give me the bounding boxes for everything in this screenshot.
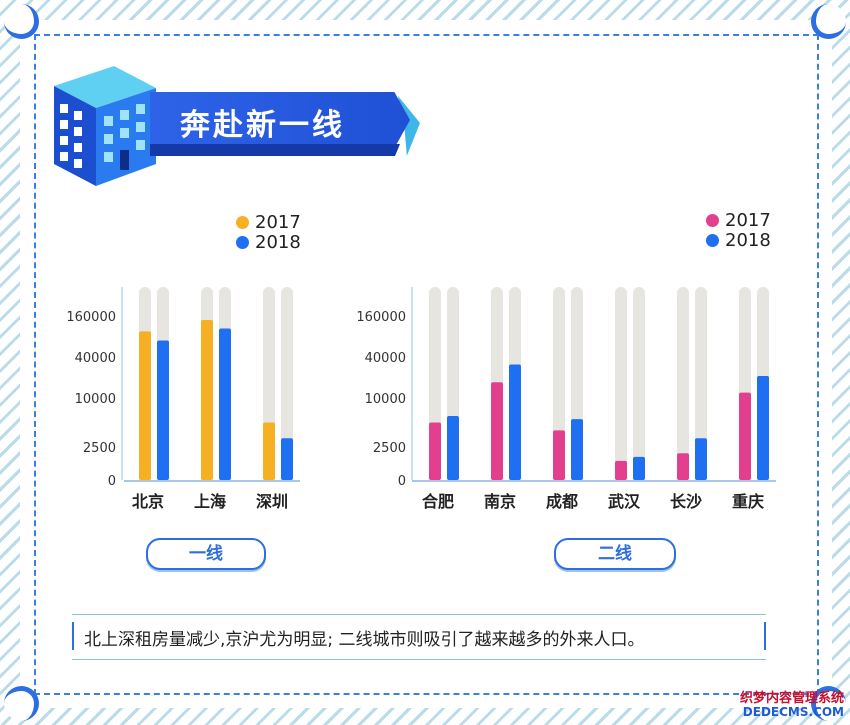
- bar-2018: [509, 364, 521, 480]
- x-category-label: 南京: [484, 492, 516, 511]
- x-category-label: 深圳: [256, 492, 288, 511]
- bar-2018: [571, 419, 583, 480]
- bar-2018: [281, 438, 293, 480]
- legend-item-2018: 2018: [236, 231, 301, 253]
- legend-label: 2017: [725, 209, 771, 231]
- x-category-label: 合肥: [422, 492, 454, 511]
- bar-track: [615, 287, 627, 480]
- corner-decoration: [4, 686, 39, 721]
- legend-swatch-2017: [706, 213, 719, 227]
- note-bar-left: [72, 622, 74, 650]
- corner-decoration: [811, 686, 846, 721]
- x-category-label: 长沙: [670, 492, 702, 511]
- bar-2017: [139, 331, 151, 480]
- bar-2017: [677, 453, 689, 480]
- y-tick-label: 40000: [75, 351, 116, 366]
- bar-2017: [739, 392, 751, 480]
- legend-swatch-2017: [236, 215, 249, 229]
- x-category-label: 武汉: [608, 492, 641, 511]
- dashed-frame: [34, 34, 819, 695]
- legend-label: 2017: [255, 211, 301, 233]
- bar-2017: [429, 422, 441, 480]
- y-tick-label: 10000: [365, 392, 406, 407]
- legend-second-tier: 2017 2018: [706, 209, 771, 251]
- note-box: [72, 614, 766, 660]
- bar-2018: [157, 340, 169, 480]
- x-category-label: 重庆: [732, 492, 764, 511]
- title-banner: [150, 92, 410, 148]
- bar-2017: [263, 422, 275, 480]
- summary-note: 北上深租房量减少,京沪尤为明显; 二线城市则吸引了越来越多的外来人口。: [84, 630, 645, 650]
- bar-2018: [695, 438, 707, 480]
- corner-decoration: [4, 4, 39, 39]
- bar-2017: [615, 460, 627, 480]
- legend-item-2017: 2017: [236, 211, 301, 233]
- legend-label: 2018: [255, 231, 301, 253]
- bar-2017: [491, 382, 503, 480]
- watermark: 织梦内容管理系统 DEDECMS.COM: [739, 690, 844, 719]
- banner-shadow: [150, 144, 400, 156]
- y-tick-label: 10000: [75, 392, 116, 407]
- bar-2018: [633, 456, 645, 480]
- watermark-line-1: 织梦内容管理系统: [739, 690, 844, 706]
- building-icon: [54, 66, 156, 186]
- legend-item-2018: 2018: [706, 229, 771, 251]
- bar-2018: [219, 328, 231, 480]
- y-tick-label: 2500: [83, 441, 116, 456]
- y-tick-label: 2500: [373, 441, 406, 456]
- x-category-label: 北京: [132, 492, 164, 511]
- y-tick-label: 160000: [66, 310, 116, 325]
- y-tick-label: 40000: [365, 351, 406, 366]
- bar-track: [633, 287, 645, 480]
- legend-item-2017: 2017: [706, 209, 771, 231]
- bar-2017: [201, 319, 213, 480]
- note-bar-right: [764, 622, 766, 650]
- y-tick-label: 160000: [356, 310, 406, 325]
- bar-2018: [447, 416, 459, 480]
- corner-decoration: [811, 4, 846, 39]
- x-category-label: 成都: [546, 492, 578, 511]
- bar-track: [695, 287, 707, 480]
- watermark-line-2: DEDECMS.COM: [742, 704, 844, 719]
- bar-2018: [757, 376, 769, 480]
- legend-swatch-2018: [706, 233, 719, 247]
- bar-2017: [553, 430, 565, 480]
- bar-track: [281, 287, 293, 480]
- y-tick-label: 0: [108, 474, 116, 489]
- second-tier-label: 二线: [554, 538, 676, 570]
- first-tier-label: 一线: [146, 538, 266, 570]
- page-title: 奔赴新一线: [180, 108, 345, 143]
- legend-first-tier: 2017 2018: [236, 211, 301, 253]
- legend-label: 2018: [725, 229, 771, 251]
- legend-swatch-2018: [236, 235, 249, 249]
- y-tick-label: 0: [398, 474, 406, 489]
- x-category-label: 上海: [194, 492, 226, 511]
- bar-track: [677, 287, 689, 480]
